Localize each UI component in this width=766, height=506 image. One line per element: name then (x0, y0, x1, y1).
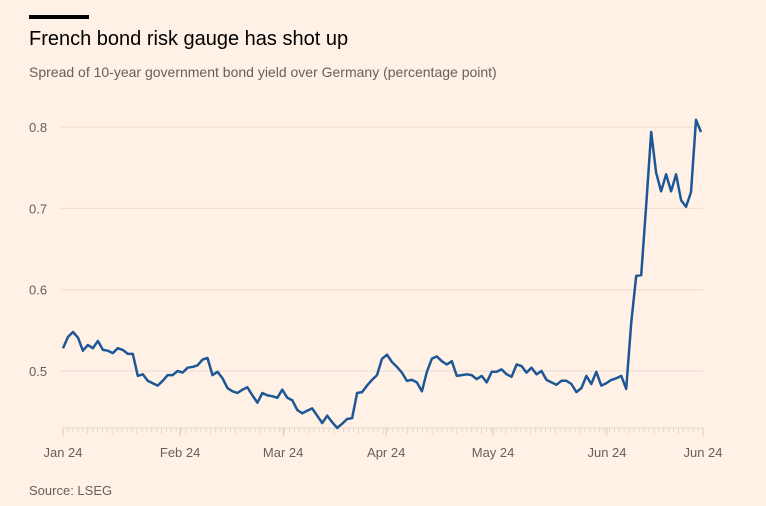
x-tick-label: Feb 24 (160, 445, 200, 460)
x-tick-label: Jan 24 (43, 445, 82, 460)
x-tick-label: May 24 (472, 445, 515, 460)
x-tick-label: Jun 24 (587, 445, 626, 460)
series-line-spread (61, 118, 703, 430)
x-tick-label: Apr 24 (367, 445, 405, 460)
chart-title: French bond risk gauge has shot up (29, 28, 349, 50)
y-tick-label: 0.5 (29, 364, 47, 379)
header-rule (29, 15, 89, 19)
chart-subtitle: Spread of 10-year government bond yield … (29, 64, 497, 80)
y-tick-label: 0.8 (29, 120, 47, 135)
y-tick-label: 0.6 (29, 283, 47, 298)
y-tick-label: 0.7 (29, 201, 47, 216)
chart-source: Source: LSEG (29, 483, 113, 498)
x-tick-label: Jun 24 (683, 445, 722, 460)
x-tick-label: Mar 24 (263, 445, 303, 460)
